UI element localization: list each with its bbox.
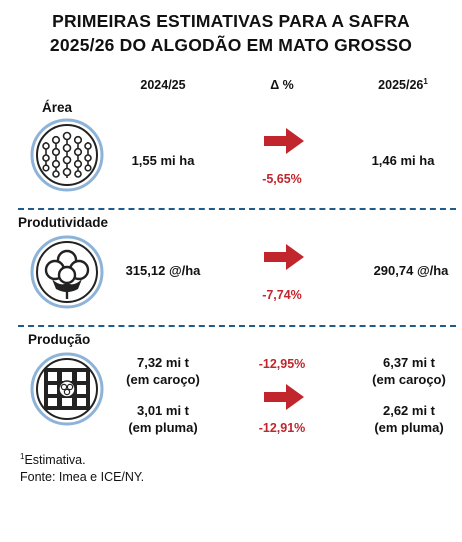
producao-pluma-value-2024-amount: 3,01 mi t <box>136 403 190 418</box>
produtividade-value-2024: 315,12 @/ha <box>125 263 201 278</box>
header-delta-percent: Δ % <box>270 78 294 92</box>
header-2025-26: 2025/261 <box>348 76 458 92</box>
producao-caroco-value-2024: 7,32 mi t (em caroço) <box>98 354 228 388</box>
producao-pluma-value-2024-qualifier: (em pluma) <box>128 420 198 435</box>
producao-caroco-value-2025: 6,37 mi t (em caroço) <box>344 354 462 388</box>
footnote-estimativa: 1Estimativa. <box>20 452 86 469</box>
area-change: -5,65% <box>262 172 302 186</box>
header-2025-26-label: 2025/26 <box>378 78 424 92</box>
footnote-source: Fonte: Imea e ICE/NY. <box>20 470 145 484</box>
produtividade-value-2025: 290,74 @/ha <box>373 263 449 278</box>
producao-pluma-change: -12,91% <box>258 421 306 435</box>
cotton-bale-icon <box>30 352 104 426</box>
producao-arrow-icon <box>262 382 306 412</box>
area-label: Área <box>42 100 73 115</box>
footnote-marker: 1 <box>20 451 25 461</box>
divider-1 <box>18 208 456 210</box>
cotton-field-icon <box>30 118 104 192</box>
footnote-text: Estimativa. <box>24 453 86 467</box>
area-arrow-icon <box>262 126 306 156</box>
page-title-line-1: PRIMEIRAS ESTIMATIVAS PARA A SAFRA <box>52 11 410 31</box>
producao-pluma-value-2024: 3,01 mi t (em pluma) <box>98 402 228 436</box>
producao-caroco-change: -12,95% <box>258 357 306 371</box>
produtividade-arrow-icon <box>262 242 306 272</box>
header-2024-25: 2024/25 <box>140 78 186 92</box>
producao-caroco-value-2025-amount: 6,37 mi t <box>382 355 436 370</box>
cotton-boll-icon <box>30 235 104 309</box>
produtividade-change: -7,74% <box>262 288 302 302</box>
producao-pluma-value-2025: 2,62 mi t (em pluma) <box>344 402 462 436</box>
divider-2 <box>18 325 456 327</box>
header-footnote-marker: 1 <box>423 76 428 86</box>
producao-caroco-value-2024-amount: 7,32 mi t <box>136 355 190 370</box>
producao-caroco-value-2024-qualifier: (em caroço) <box>126 372 200 387</box>
producao-label: Produção <box>28 332 91 347</box>
producao-caroco-value-2025-qualifier: (em caroço) <box>372 372 446 387</box>
produtividade-label: Produtividade <box>18 215 109 230</box>
area-value-2025: 1,46 mi ha <box>371 153 435 168</box>
area-value-2024: 1,55 mi ha <box>131 153 195 168</box>
page-title-line-2: 2025/26 DO ALGODÃO EM MATO GROSSO <box>49 35 413 55</box>
producao-pluma-value-2025-amount: 2,62 mi t <box>382 403 436 418</box>
producao-pluma-value-2025-qualifier: (em pluma) <box>374 420 444 435</box>
